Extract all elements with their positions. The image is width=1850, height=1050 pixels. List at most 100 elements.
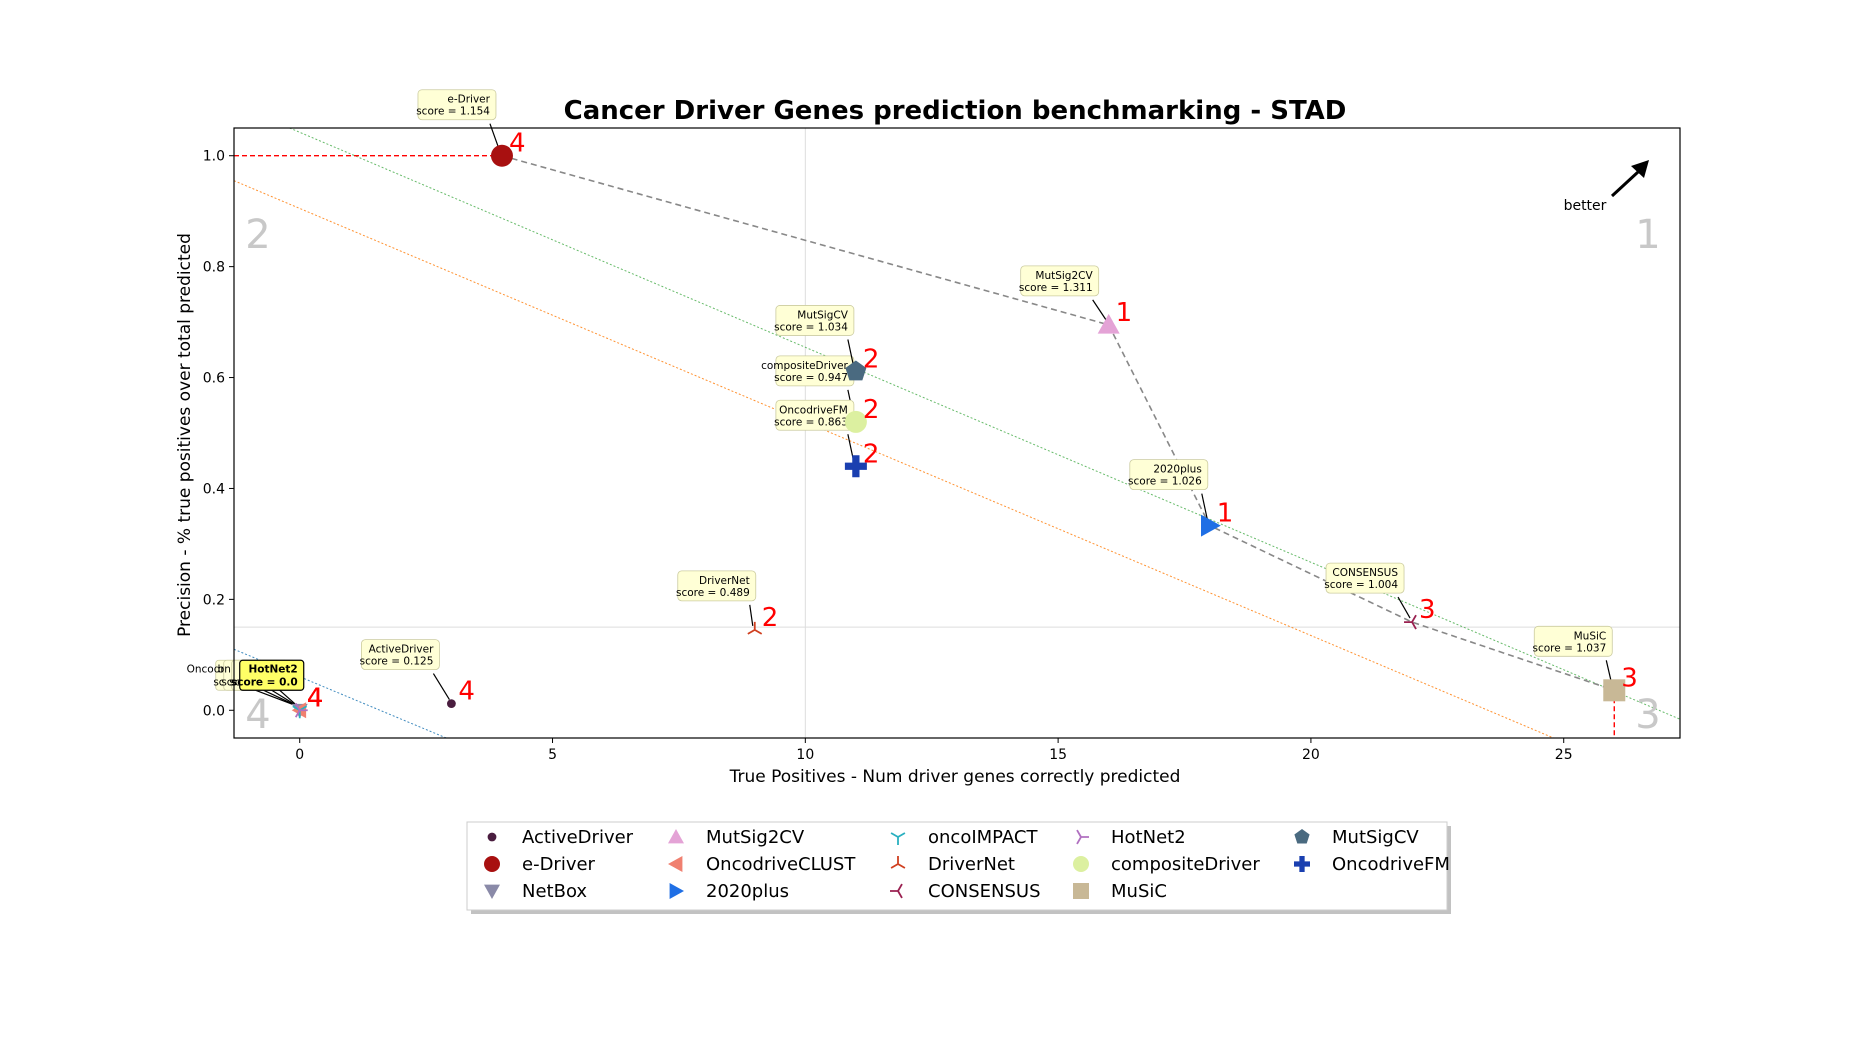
annotation-score-hotnet2: score = 0.0 [231, 676, 298, 688]
legend-label-drivernet: DriverNet [928, 854, 1015, 875]
annotation-score-drivernet: score = 0.489 [676, 587, 750, 599]
annotation-box-e-driver [417, 89, 497, 121]
annotation-name-e-driver: e-Driver [447, 94, 490, 106]
annotation-box-2020plus [1129, 459, 1209, 491]
annotation-score-mutsigcv: score = 1.034 [774, 321, 848, 333]
rank-label-oncodriveclust: 4 [307, 683, 324, 713]
y-tick-label-0.8: 0.8 [203, 260, 225, 276]
marker-2020plus [1200, 514, 1221, 537]
marker-2020plus-shape [1200, 514, 1221, 537]
legend-marker-oncoimpact [890, 832, 906, 845]
legend-marker-drivernet [890, 856, 906, 869]
quadrant-label-3: 3 [1635, 692, 1660, 738]
legend-marker-oncodrivefm-shape [1294, 856, 1310, 872]
legend-marker-music-shape [1073, 883, 1089, 899]
legend: ActiveDriver e-Driver NetBox MutSig2CV Oncod… [466, 821, 1451, 914]
quadrant-label-4: 4 [245, 692, 270, 738]
better-label: better [1564, 198, 1607, 214]
marker-mutsig2cv [1097, 313, 1120, 334]
x-axis-label: True Positives - Num driver genes correc… [729, 767, 1181, 787]
x-tick-label-5: 5 [548, 747, 557, 763]
annotation-box-hotnet2 [239, 659, 305, 691]
annotation-box-drivernet [677, 570, 757, 602]
legend-marker-netbox-shape [484, 884, 500, 899]
rank-label-oncoimpact: 4 [307, 683, 324, 713]
legend-marker-oncodriveclust [668, 856, 683, 872]
legend-label-consensus: CONSENSUS [928, 881, 1041, 902]
annotation-box-mutsigcv [775, 305, 855, 336]
legend-marker-activedriver-shape [487, 832, 497, 842]
annotation-arrow-drivernet [749, 604, 754, 626]
better-arrow-head [1631, 160, 1649, 178]
x-tick-label-10: 10 [796, 747, 814, 763]
annotation-score-e-driver: score = 1.154 [416, 106, 490, 118]
legend-marker-oncoimpact-shape [890, 832, 906, 845]
annotation-score-compositedriver: score = 0.947 [774, 372, 848, 384]
legend-marker-music [1073, 883, 1089, 899]
rank-label-netbox: 4 [307, 683, 324, 713]
marker-music-shape [1603, 679, 1626, 702]
annotation-score-music: score = 1.037 [1533, 642, 1607, 654]
rank-label-hotnet2: 4 [307, 683, 324, 713]
rank-label-music: 3 [1621, 663, 1638, 693]
x-tick-label-15: 15 [1049, 747, 1067, 763]
pareto-frontier-line [501, 154, 1615, 692]
annotation-name-oncodrivefm: OncodriveFM [779, 404, 848, 416]
legend-label-oncoimpact: oncoIMPACT [928, 827, 1038, 848]
legend-label-compositedriver: compositeDriver [1111, 854, 1260, 875]
annotation-name-consensus: CONSENSUS [1332, 567, 1398, 579]
annotation-arrow-hotnet2 [279, 689, 299, 707]
rank-label-activedriver: 4 [458, 677, 475, 707]
annotation-arrow-consensus [1397, 596, 1411, 619]
annotation-arrow-activedriver [432, 673, 450, 700]
legend-label-mutsig2cv: MutSig2CV [706, 827, 805, 848]
annotation-name-hotnet2: HotNet2 [248, 663, 297, 675]
marker-oncodrivefm [844, 455, 867, 478]
chart-title: Cancer Driver Genes prediction benchmark… [564, 96, 1347, 126]
legend-marker-mutsig2cv [668, 829, 684, 844]
y-tick-label-0.2: 0.2 [203, 592, 225, 608]
annotation-score-mutsig2cv: score = 1.311 [1019, 282, 1093, 294]
annotation-arrow-2020plus [1201, 493, 1209, 522]
marker-drivernet [747, 621, 763, 635]
marker-consensus [1404, 614, 1417, 630]
annotation-box-activedriver [361, 639, 440, 671]
legend-marker-hotnet2 [1076, 829, 1089, 845]
annotation-box-music [1533, 625, 1613, 657]
marker-music [1603, 679, 1626, 702]
legend-label-music: MuSiC [1111, 881, 1167, 902]
legend-marker-2020plus-shape [669, 883, 684, 899]
legend-marker-mutsigcv-shape [1294, 829, 1310, 844]
quadrant-label-2: 2 [245, 212, 270, 258]
marker-activedriver [447, 699, 456, 709]
marker-hotnet2-shape [294, 702, 308, 718]
rank-label-mutsig2cv: 1 [1116, 298, 1133, 328]
legend-label-2020plus: 2020plus [706, 881, 789, 902]
legend-marker-oncodriveclust-shape [668, 856, 683, 872]
marker-drivernet-shape [747, 621, 763, 635]
marker-compositedriver [844, 410, 867, 433]
marker-consensus-shape [1404, 614, 1417, 630]
annotation-name-compositedriver: compositeDriver [761, 360, 848, 372]
rank-label-oncodrivefm: 2 [863, 439, 880, 469]
legend-label-hotnet2: HotNet2 [1111, 827, 1186, 848]
marker-oncodrivefm-shape [844, 455, 867, 478]
annotation-score-oncodrivefm: score = 0.863 [774, 416, 848, 428]
contour-line-orange [234, 180, 1554, 738]
better-arrow-shaft [1610, 170, 1640, 198]
annotation-arrow-oncoimpact [263, 689, 298, 707]
annotation-name-music: MuSiC [1574, 630, 1607, 642]
annotation-name-activedriver: ActiveDriver [369, 644, 434, 656]
annotation-score-consensus: score = 1.004 [1324, 579, 1398, 591]
marker-e-driver [490, 144, 513, 167]
annotation-origin-cluster: OncodriveCLUSTscore = 0.0oncoIMPACTscore… [187, 659, 305, 707]
marker-mutsig2cv-shape [1097, 313, 1120, 334]
annotation-name-2020plus: 2020plus [1153, 464, 1201, 476]
